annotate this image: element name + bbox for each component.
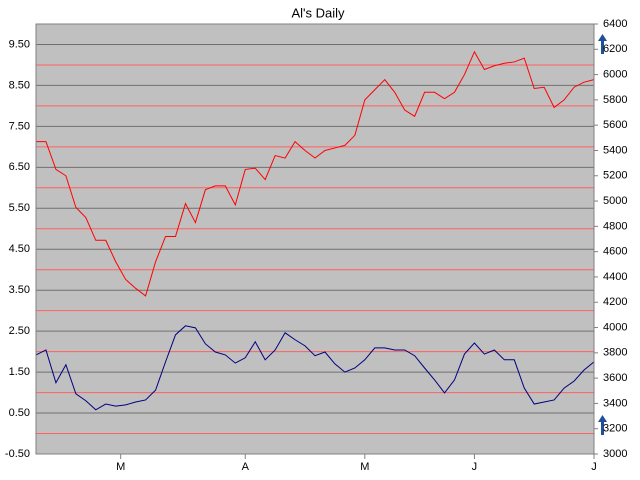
x-tick-label: J [591, 461, 597, 473]
y-tick-label: 4.50 [9, 243, 30, 255]
plot-area [36, 24, 594, 454]
y-tick-label: -0.50 [5, 448, 30, 460]
y2-tick-label: 3400 [603, 397, 627, 409]
y-tick-label: 3.50 [9, 284, 30, 296]
x-tick-label: M [360, 461, 369, 473]
y2-tick-label: 6000 [603, 68, 627, 80]
y-tick-label: 5.50 [9, 202, 30, 214]
series-line [36, 50, 595, 297]
y2-tick-label: 3000 [603, 448, 627, 460]
y2-tick-label: 5600 [603, 119, 627, 131]
x-tick-label: M [116, 461, 125, 473]
grid [36, 43, 594, 455]
y-tick-label: 6.50 [9, 161, 30, 173]
y2-tick-label: 4800 [603, 220, 627, 232]
y2-tick-label: 5800 [603, 94, 627, 106]
y-tick-label: 0.50 [9, 407, 30, 419]
series-group [35, 50, 595, 411]
y2-tick-label: 3800 [603, 347, 627, 359]
y-tick-label: 9.50 [9, 38, 30, 50]
y2-tick-label: 4600 [603, 246, 627, 258]
y2-tick-label: 3600 [603, 372, 627, 384]
y2-tick-label: 5400 [603, 144, 627, 156]
x-tick-label: A [242, 461, 250, 473]
series-line [35, 325, 595, 411]
y-tick-label: 1.50 [9, 366, 30, 378]
y2-tick-label: 5000 [603, 195, 627, 207]
y-tick-label: 2.50 [9, 325, 30, 337]
y2-tick-label: 3200 [603, 423, 627, 435]
y2-tick-label: 5200 [603, 170, 627, 182]
chart-title: Al's Daily [291, 5, 345, 20]
y2-tick-label: 4400 [603, 271, 627, 283]
y-tick-label: 7.50 [9, 120, 30, 132]
y2-tick-label: 4200 [603, 296, 627, 308]
y2-tick-label: 6200 [603, 43, 627, 55]
y2-tick-label: 4000 [603, 321, 627, 333]
y-tick-label: 8.50 [9, 79, 30, 91]
arrow-icon [598, 34, 607, 435]
y2-tick-label: 6400 [603, 18, 627, 30]
x-tick-label: J [472, 461, 478, 473]
plot-border [35, 23, 595, 455]
